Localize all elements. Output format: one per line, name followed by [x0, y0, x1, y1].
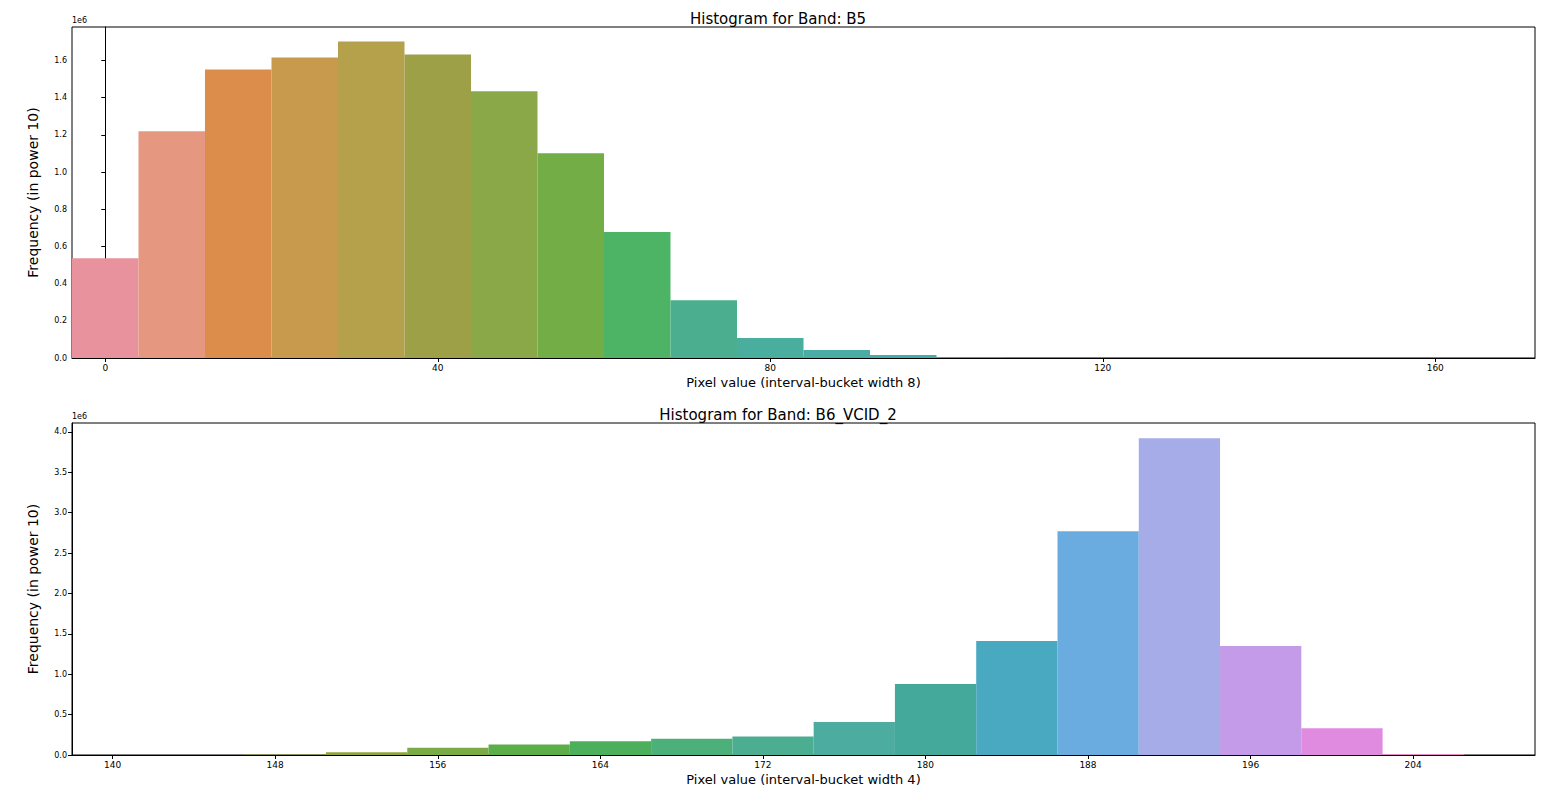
- svg-text:Histogram for Band: B6_VCID_2: Histogram for Band: B6_VCID_2: [659, 406, 896, 425]
- svg-text:2.5: 2.5: [54, 549, 67, 558]
- svg-text:148: 148: [267, 760, 284, 770]
- svg-text:0: 0: [102, 363, 108, 373]
- svg-text:0.0: 0.0: [54, 354, 67, 363]
- svg-text:Histogram for Band: B5: Histogram for Band: B5: [690, 10, 866, 28]
- svg-text:1.5: 1.5: [54, 629, 67, 638]
- svg-text:1e6: 1e6: [72, 16, 87, 25]
- svg-text:40: 40: [432, 363, 444, 373]
- svg-text:0.0: 0.0: [54, 751, 67, 760]
- svg-text:172: 172: [754, 760, 771, 770]
- svg-text:1.4: 1.4: [54, 93, 67, 102]
- svg-text:0.5: 0.5: [54, 710, 67, 719]
- svg-text:1e6: 1e6: [72, 412, 87, 421]
- svg-text:120: 120: [1094, 363, 1111, 373]
- svg-text:0.4: 0.4: [54, 279, 67, 288]
- svg-text:Frequency (in power 10): Frequency (in power 10): [25, 504, 41, 674]
- svg-text:3.0: 3.0: [54, 508, 67, 517]
- svg-text:204: 204: [1404, 760, 1421, 770]
- svg-text:156: 156: [429, 760, 446, 770]
- svg-text:0.6: 0.6: [54, 242, 67, 251]
- svg-text:1.2: 1.2: [54, 130, 67, 139]
- svg-text:140: 140: [104, 760, 121, 770]
- svg-text:Frequency (in power 10): Frequency (in power 10): [25, 107, 41, 277]
- svg-text:0.2: 0.2: [54, 316, 67, 325]
- svg-text:0.8: 0.8: [54, 205, 67, 214]
- svg-text:160: 160: [1427, 363, 1444, 373]
- svg-text:188: 188: [1079, 760, 1096, 770]
- svg-text:80: 80: [765, 363, 777, 373]
- svg-text:Pixel value (interval-bucket w: Pixel value (interval-bucket width 8): [686, 375, 920, 390]
- svg-text:1.0: 1.0: [54, 670, 67, 679]
- svg-text:1.6: 1.6: [54, 56, 67, 65]
- svg-text:1.0: 1.0: [54, 168, 67, 177]
- svg-text:4.0: 4.0: [54, 427, 67, 436]
- svg-text:3.5: 3.5: [54, 468, 67, 477]
- svg-text:196: 196: [1242, 760, 1259, 770]
- svg-text:180: 180: [917, 760, 934, 770]
- svg-text:Pixel value (interval-bucket w: Pixel value (interval-bucket width 4): [686, 772, 920, 787]
- svg-text:164: 164: [592, 760, 609, 770]
- svg-text:2.0: 2.0: [54, 589, 67, 598]
